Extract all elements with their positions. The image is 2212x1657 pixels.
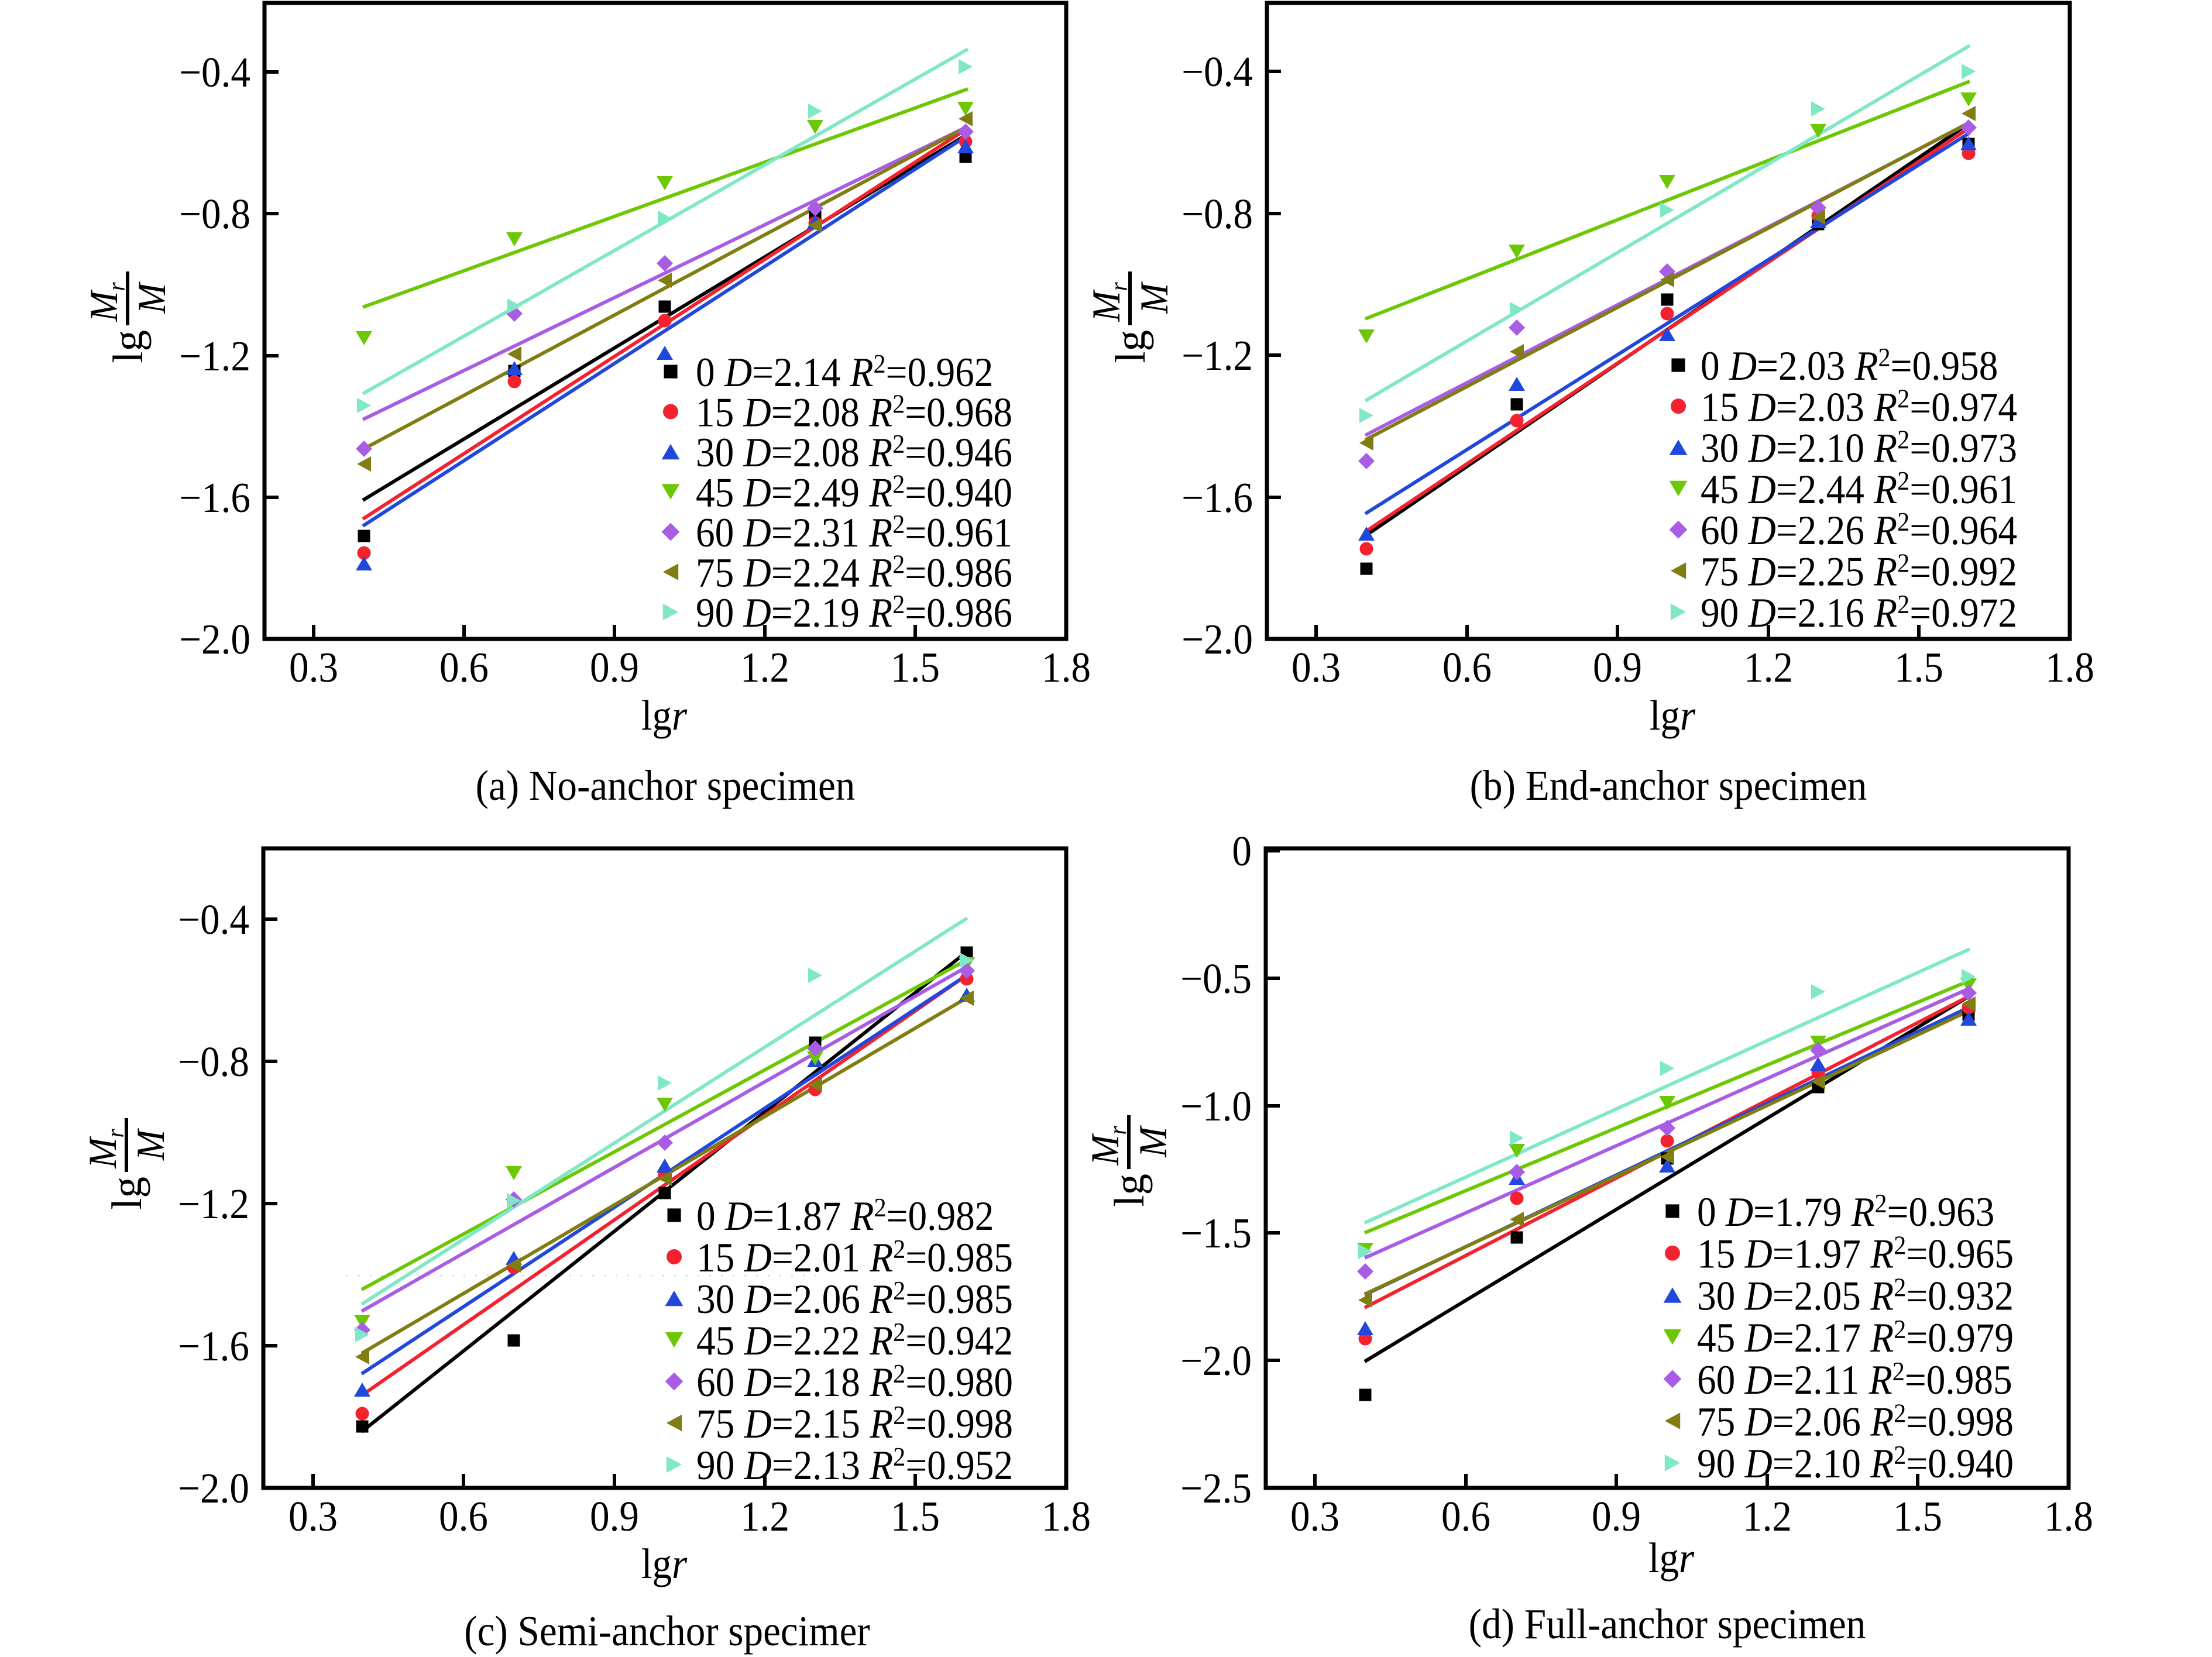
svg-text:1.5: 1.5 [1893, 1493, 1942, 1540]
svg-text:lg: lg [1105, 1174, 1153, 1207]
svg-text:1.2: 1.2 [740, 644, 789, 691]
svg-text:−1.6: −1.6 [179, 474, 250, 521]
svg-text:−0.8: −0.8 [178, 1038, 249, 1085]
svg-text:15 D=1.97 R2=0.965: 15 D=1.97 R2=0.965 [1697, 1230, 2014, 1277]
svg-text:45 D=2.22 R2=0.942: 45 D=2.22 R2=0.942 [696, 1317, 1013, 1363]
svg-text:90 D=2.19 R2=0.986: 90 D=2.19 R2=0.986 [696, 589, 1012, 635]
svg-text:30 D=2.05 R2=0.932: 30 D=2.05 R2=0.932 [1697, 1273, 2014, 1319]
svg-text:1.2: 1.2 [1743, 1493, 1792, 1540]
svg-text:−2.0: −2.0 [178, 1465, 249, 1512]
svg-text:−2.0: −2.0 [1181, 616, 1253, 663]
svg-text:60 D=2.31 R2=0.961: 60 D=2.31 R2=0.961 [696, 509, 1012, 555]
svg-text:0.3: 0.3 [288, 1493, 338, 1540]
svg-text:1.8: 1.8 [1042, 644, 1091, 691]
svg-text:90 D=2.13 R2=0.952: 90 D=2.13 R2=0.952 [696, 1442, 1013, 1488]
svg-text:(a) No-anchor specimen: (a) No-anchor specimen [476, 762, 856, 809]
svg-text:M: M [129, 1128, 173, 1161]
svg-text:−1.5: −1.5 [1180, 1209, 1252, 1257]
svg-text:0 D=2.14 R2=0.962: 0 D=2.14 R2=0.962 [696, 349, 993, 395]
svg-text:(d) Full-anchor specimen: (d) Full-anchor specimen [1469, 1600, 1866, 1648]
svg-text:0.9: 0.9 [590, 644, 639, 691]
svg-text:75 D=2.24 R2=0.986: 75 D=2.24 R2=0.986 [696, 549, 1012, 596]
svg-text:0.6: 0.6 [1442, 644, 1492, 691]
svg-text:0 D=1.79 R2=0.963: 0 D=1.79 R2=0.963 [1697, 1188, 1994, 1235]
svg-text:(c) Semi-anchor specimer: (c) Semi-anchor specimer [464, 1607, 870, 1655]
svg-text:M: M [1132, 1125, 1176, 1158]
svg-text:45 D=2.49 R2=0.940: 45 D=2.49 R2=0.940 [696, 469, 1012, 515]
svg-text:75 D=2.25 R2=0.992: 75 D=2.25 R2=0.992 [1701, 548, 2017, 594]
svg-text:lgr: lgr [1650, 692, 1696, 739]
svg-text:lg: lg [104, 330, 152, 363]
svg-text:1.8: 1.8 [1042, 1493, 1091, 1540]
svg-text:lgr: lgr [641, 692, 688, 739]
svg-text:−1.2: −1.2 [178, 1180, 249, 1228]
svg-text:0 D=1.87 R2=0.982: 0 D=1.87 R2=0.982 [696, 1192, 994, 1239]
svg-text:1.8: 1.8 [2045, 644, 2094, 691]
svg-text:1.5: 1.5 [891, 644, 940, 691]
svg-text:0.3: 0.3 [289, 644, 338, 691]
svg-text:lgr: lgr [641, 1540, 688, 1587]
svg-text:lg: lg [1107, 330, 1154, 363]
svg-text:0.6: 0.6 [439, 644, 489, 691]
svg-text:0.9: 0.9 [1593, 644, 1642, 691]
svg-text:−1.2: −1.2 [1181, 332, 1253, 379]
svg-text:1.8: 1.8 [2044, 1493, 2093, 1540]
svg-text:−1.6: −1.6 [178, 1322, 249, 1370]
svg-text:60 D=2.18 R2=0.980: 60 D=2.18 R2=0.980 [696, 1359, 1013, 1405]
svg-text:M: M [1133, 281, 1177, 314]
svg-text:0.3: 0.3 [1292, 644, 1341, 691]
svg-text:M: M [130, 281, 174, 314]
svg-text:−2.5: −2.5 [1180, 1465, 1252, 1512]
svg-text:−1.6: −1.6 [1181, 474, 1253, 521]
svg-text:−1.0: −1.0 [1180, 1082, 1252, 1130]
svg-text:1.5: 1.5 [1894, 644, 1943, 691]
svg-text:1.2: 1.2 [740, 1493, 789, 1540]
svg-text:0.9: 0.9 [590, 1493, 639, 1540]
svg-text:15 D=2.03 R2=0.974: 15 D=2.03 R2=0.974 [1701, 384, 2017, 430]
svg-text:15 D=2.08 R2=0.968: 15 D=2.08 R2=0.968 [696, 389, 1012, 435]
svg-text:0.6: 0.6 [439, 1493, 488, 1540]
svg-text:0.3: 0.3 [1290, 1493, 1339, 1540]
svg-text:0.6: 0.6 [1441, 1493, 1490, 1540]
svg-text:−0.5: −0.5 [1180, 955, 1252, 1002]
svg-text:75 D=2.06 R2=0.998: 75 D=2.06 R2=0.998 [1697, 1398, 2014, 1445]
svg-text:45 D=2.17 R2=0.979: 45 D=2.17 R2=0.979 [1697, 1315, 2014, 1361]
svg-text:−0.8: −0.8 [179, 190, 250, 238]
svg-text:60 D=2.26 R2=0.964: 60 D=2.26 R2=0.964 [1701, 507, 2017, 554]
svg-text:75 D=2.15 R2=0.998: 75 D=2.15 R2=0.998 [696, 1400, 1013, 1446]
svg-text:lgr: lgr [1648, 1534, 1695, 1582]
svg-text:−2.0: −2.0 [179, 616, 250, 663]
svg-text:−1.2: −1.2 [179, 332, 250, 380]
svg-text:−0.4: −0.4 [1181, 48, 1253, 95]
svg-text:90 D=2.16 R2=0.972: 90 D=2.16 R2=0.972 [1701, 589, 2017, 635]
svg-text:−0.4: −0.4 [179, 49, 250, 96]
svg-text:(b) End-anchor specimen: (b) End-anchor specimen [1470, 762, 1867, 809]
svg-text:0.9: 0.9 [1592, 1493, 1641, 1540]
svg-text:30 D=2.08 R2=0.946: 30 D=2.08 R2=0.946 [696, 429, 1012, 475]
svg-text:60 D=2.11 R2=0.985: 60 D=2.11 R2=0.985 [1697, 1356, 2012, 1402]
svg-text:lg: lg [103, 1177, 150, 1210]
svg-text:45 D=2.44 R2=0.961: 45 D=2.44 R2=0.961 [1701, 466, 2017, 512]
svg-text:−2.0: −2.0 [1180, 1337, 1252, 1384]
svg-text:90 D=2.10 R2=0.940: 90 D=2.10 R2=0.940 [1697, 1441, 2014, 1487]
svg-text:0 D=2.03 R2=0.958: 0 D=2.03 R2=0.958 [1701, 342, 1998, 389]
svg-text:1.5: 1.5 [891, 1493, 940, 1540]
svg-text:0: 0 [1232, 827, 1252, 875]
svg-text:30 D=2.06 R2=0.985: 30 D=2.06 R2=0.985 [696, 1276, 1013, 1322]
svg-text:30 D=2.10 R2=0.973: 30 D=2.10 R2=0.973 [1701, 425, 2017, 471]
svg-text:1.2: 1.2 [1744, 644, 1793, 691]
svg-text:−0.4: −0.4 [178, 896, 249, 943]
svg-text:15 D=2.01 R2=0.985: 15 D=2.01 R2=0.985 [696, 1234, 1013, 1280]
svg-text:−0.8: −0.8 [1181, 190, 1253, 238]
